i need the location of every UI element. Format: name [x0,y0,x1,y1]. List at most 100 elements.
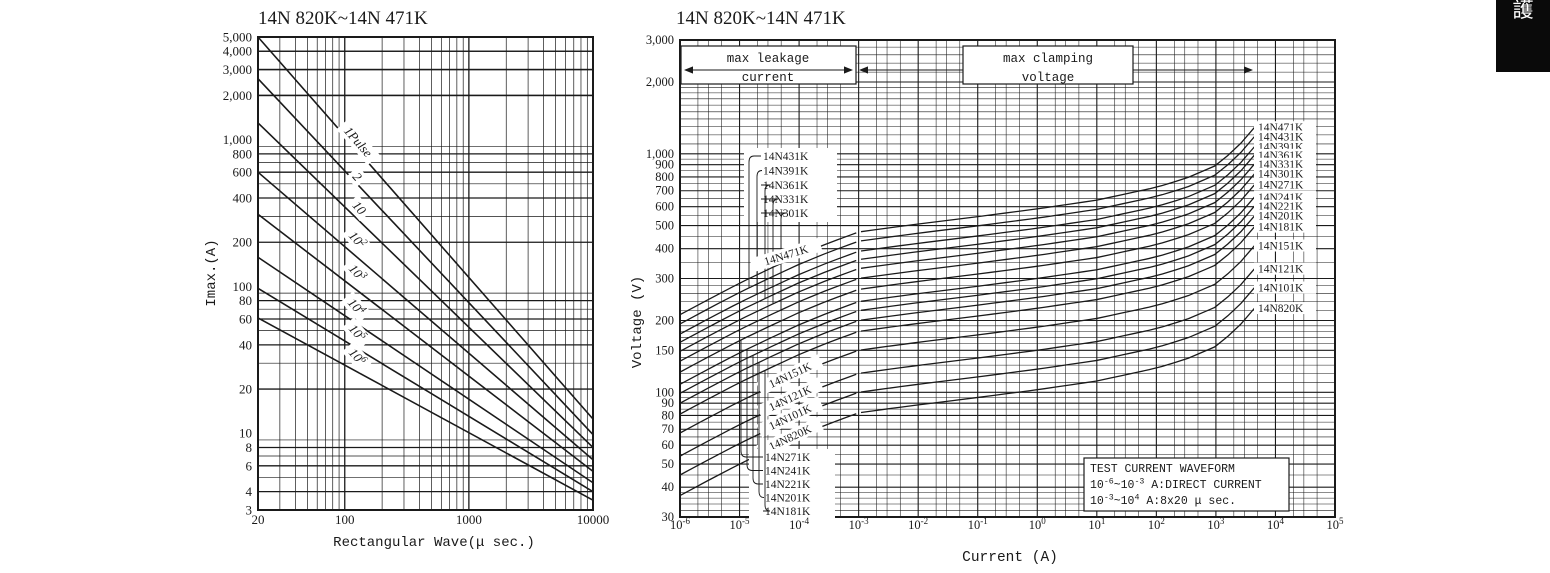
base: 1000 [456,512,482,527]
clamping-region-box [962,45,1134,85]
base: 400 [655,242,674,256]
x-tick-label: 105 [1327,516,1345,532]
y-tick-label: 8 [246,440,253,455]
sup: 4 [357,305,368,315]
sup: -3 [861,516,869,526]
x-axis-label: Rectangular Wave(μ sec.) [333,535,535,551]
base: 60 [662,438,675,452]
note-line: 10-3~104 A:8x20 μ sec. [1090,493,1236,508]
base: 500 [655,219,674,233]
base: 100 [335,512,355,527]
x-tick-label: 10000 [577,512,610,527]
sup: 5 [358,331,369,341]
part-label: 14N181K [765,506,811,518]
y-tick-label: 4 [246,484,253,499]
y-tick-label: 300 [655,272,674,286]
curve-105 [257,287,594,493]
x-tick-label: 20 [252,512,265,527]
series-label-halo [341,317,373,349]
base: 150 [655,343,674,357]
y-tick-label: 80 [239,293,252,308]
curve-14N471K [860,126,1256,233]
base: 10 [1090,495,1104,508]
y-tick-label: 700 [655,184,674,198]
plot-border [679,39,1336,518]
curve-14N331K [679,268,857,352]
y-tick-label: 800 [655,170,674,184]
base: Imax.(A) [204,239,220,306]
leakage-label-2: current [742,71,795,85]
base: 14N301K [1258,169,1304,181]
base: 10 [730,518,743,532]
curve-14N201K [679,320,857,404]
part-label-right: 14N181K [1258,222,1304,234]
base: 1,000 [223,132,252,147]
right-label-halo [1254,209,1316,222]
y-tick-label: 6 [246,458,253,473]
curve-14N391K [679,251,857,335]
note-box [1083,457,1290,512]
base: 14N201K [1258,211,1304,223]
sup: 5 [1339,516,1344,526]
y-tick-label: 150 [655,343,674,357]
base: 10000 [577,512,610,527]
right-label-halo [1254,167,1316,180]
y-tick-label: 60 [239,311,252,326]
x-tick-label: 100 [1029,516,1047,532]
y-tick-label: 3,000 [223,62,252,77]
sup: 2 [358,238,369,248]
y-tick-label: 100 [233,279,253,294]
base: 20 [239,382,252,397]
y-tick-label: 70 [662,422,675,436]
y-tick-label: 800 [233,146,253,161]
base: 40 [662,480,675,494]
base: 14N 820K~14N 471K [258,8,428,29]
base: 3 [246,503,253,518]
x-tick-label: 10-2 [908,516,928,532]
base: 50 [662,457,675,471]
curve-14N121K [860,268,1256,374]
part-label: 14N471K [763,243,811,268]
base: 2,000 [646,75,674,89]
sup: 2 [1160,516,1165,526]
y-tick-label: 40 [239,337,252,352]
series-label: 103 [346,261,369,285]
base: 14N181K [765,506,811,518]
note-line: 10-6~10-3 A:DIRECT CURRENT [1090,477,1262,492]
curve-14N241K [679,301,857,385]
base: 14N241K [765,466,811,478]
part-label-right: 14N431K [1258,131,1304,143]
part-label-halo [749,237,823,273]
y-tick-label: 600 [655,200,674,214]
part-label: 14N241K [765,466,811,478]
curve-14N151K [860,245,1256,351]
x-tick-label: 103 [1207,516,1225,532]
right-chart-title: 14N 820K~14N 471K [676,8,846,29]
y-tick-label: 400 [655,242,674,256]
x-tick-label: 1000 [456,512,482,527]
left-chart-title: 14N 820K~14N 471K [258,8,428,29]
base: 14N181K [1258,222,1304,234]
sup: 4 [1134,493,1139,502]
base: 2,000 [223,88,252,103]
base: 14N431K [763,151,809,163]
y-tick-label: 3 [246,503,253,518]
base: 3,000 [646,33,674,47]
base: 14N301K [763,208,809,220]
part-label-right: 14N151K [1258,241,1304,253]
sup: 3 [1220,516,1225,526]
base: 14N201K [765,493,811,505]
leakage-label-1: max leakage [727,52,810,66]
y-tick-label: 80 [662,408,675,422]
base: 14N361K [763,180,809,192]
part-label-halo [756,377,824,419]
part-label-right: 14N121K [1258,264,1304,276]
base: current [742,71,795,85]
curve-14N361K [679,259,857,343]
right-label-halo [1254,121,1316,134]
right-label-halo [1254,157,1316,170]
part-label: 14N391K [763,166,809,178]
base: 5,000 [223,30,252,45]
part-label-halo [756,396,824,438]
y-tick-label: 500 [655,219,674,233]
